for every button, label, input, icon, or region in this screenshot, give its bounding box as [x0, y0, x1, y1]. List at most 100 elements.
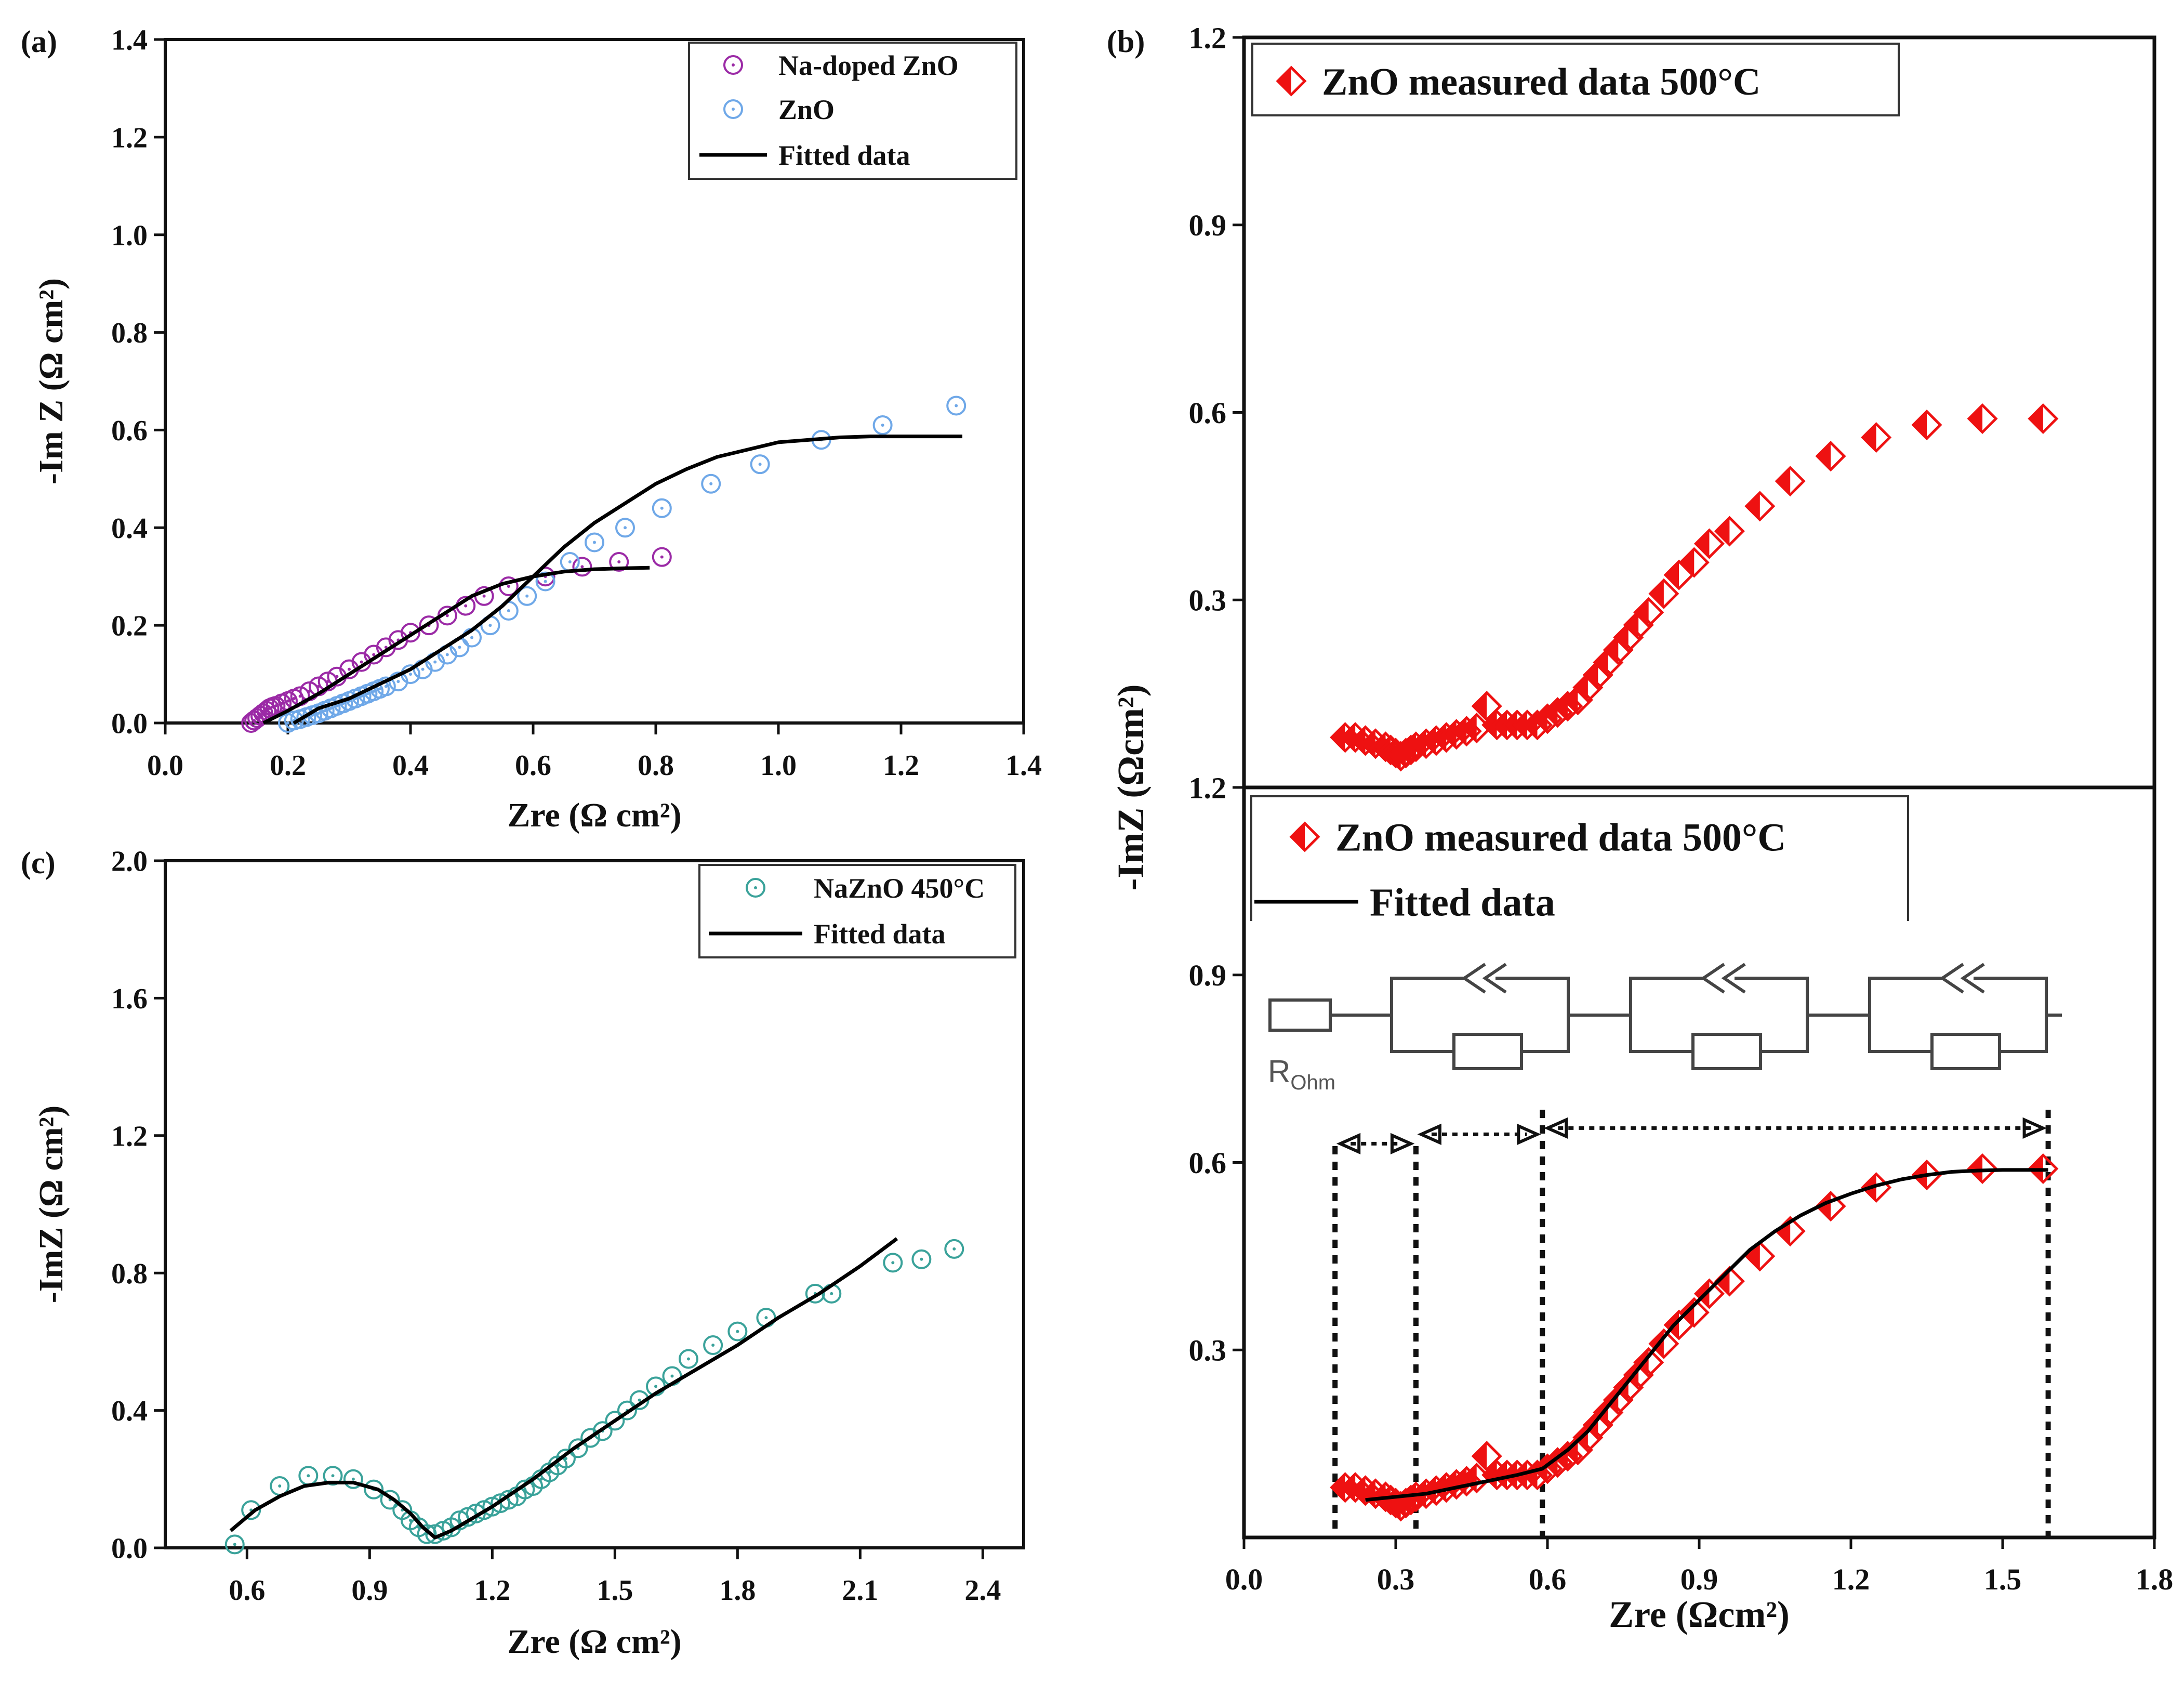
data-point-b_bottom-0-44-outline	[1967, 1153, 1998, 1185]
legend-item-a-2: Fitted data	[699, 140, 910, 171]
data-point-b_bottom-0-44	[1967, 1153, 1998, 1185]
data-point-a-1-26	[517, 586, 537, 606]
legend-box-b-top	[1251, 43, 1900, 116]
data-point-b_top-0-19-fill	[1493, 711, 1507, 739]
data-point-c-0-36-center	[670, 1374, 674, 1378]
data-point-a-0-8-center	[274, 704, 277, 708]
data-point-b_bottom-0-39-fill	[1746, 1242, 1760, 1270]
data-point-b_bottom-0-17-outline	[1471, 1441, 1502, 1472]
data-point-b_bottom-0-43-outline	[1911, 1160, 1942, 1191]
resistor-2	[1930, 1033, 2001, 1070]
cpe-element-2	[1939, 963, 1985, 994]
data-point-a-1-15-center	[378, 687, 381, 691]
data-point-b_top-0-21-fill	[1514, 711, 1528, 739]
data-point-a-1-13-center	[366, 692, 369, 695]
x-tick-label-b_bottom-4: 1.2	[1832, 1562, 1870, 1596]
data-point-c-0-35-center	[654, 1385, 657, 1388]
data-point-b_top-0-0-fill	[1331, 724, 1345, 751]
data-point-b_top-0-42-fill	[1862, 424, 1876, 451]
data-point-b_top-0-15-fill	[1453, 717, 1467, 745]
legend-item-b-top-0-marker	[1276, 65, 1307, 97]
range-arrow-b-1-right-head	[1517, 1123, 1541, 1146]
data-point-a-0-11-center	[292, 697, 296, 701]
x-tick-label-c-0: 0.6	[229, 1574, 265, 1607]
data-point-a-0-22	[401, 623, 420, 643]
data-point-a-1-6-center	[323, 709, 326, 713]
data-point-b_bottom-0-18-fill	[1483, 1461, 1497, 1489]
data-point-c-0-30	[580, 1428, 601, 1448]
data-point-c-0-0-center	[233, 1543, 236, 1546]
data-point-c-0-45-center	[952, 1247, 956, 1251]
x-axis-title-c: Zre (Ω cm²)	[507, 1623, 681, 1661]
legend-item-b-top-0-label: ZnO measured data 500°C	[1322, 61, 1761, 103]
data-point-b_bottom-0-37-outline	[1693, 1278, 1725, 1309]
data-point-a-0-6-center	[268, 706, 271, 710]
data-point-c-0-6	[364, 1479, 384, 1500]
x-axis-title-a: Zre (Ω cm²)	[507, 796, 681, 834]
data-point-a-1-16-center	[384, 685, 388, 688]
data-point-b_top-0-29-fill	[1594, 649, 1608, 676]
data-point-b_top-0-10-fill	[1402, 733, 1416, 760]
data-point-a-1-30-center	[624, 526, 627, 530]
data-point-b_top-0-2-fill	[1352, 727, 1366, 754]
legend-item-b-top-0-marker-fill	[1278, 68, 1291, 95]
data-point-c-0-29	[568, 1438, 588, 1458]
y-tick-label-a-3: 0.6	[111, 415, 148, 447]
legend-item-b-bottom-0-marker	[1289, 821, 1320, 852]
data-point-c-0-40-center	[764, 1316, 768, 1320]
y-tick-label-b_top-0: 0.3	[1189, 584, 1227, 617]
y-tick-label-b_top-1: 0.6	[1189, 396, 1227, 430]
data-point-b_top-0-32-fill	[1625, 611, 1639, 639]
y-tick-label-b_top-3: 1.2	[1189, 21, 1227, 55]
plot-frame-a	[164, 38, 1025, 725]
y-tick-label-b_top-2: 0.9	[1189, 208, 1227, 242]
x-tick-label-c-6: 2.4	[964, 1574, 1001, 1607]
data-point-b_bottom-0-1-fill	[1342, 1474, 1356, 1501]
y-tick-label-a-6: 1.2	[111, 122, 148, 154]
legend-item-a-1-marker-center	[732, 108, 735, 111]
legend-b-top: ZnO measured data 500°C	[1251, 43, 1900, 116]
data-point-c-0-4-center	[331, 1474, 335, 1478]
data-point-a-1-27	[535, 571, 555, 591]
data-point-a-0-17-center	[348, 667, 351, 671]
data-point-b_top-0-41	[1815, 441, 1846, 472]
y-axis-title-c: -ImZ (Ω cm²)	[32, 1106, 70, 1304]
data-point-c-0-7	[380, 1490, 400, 1510]
legend-item-c-0-marker-center	[754, 886, 757, 889]
cpe-element-1	[1700, 963, 1746, 994]
panel-label-a: (a)	[21, 24, 57, 59]
data-point-c-0-42-center	[830, 1292, 833, 1295]
data-point-b_top-0-17	[1471, 691, 1502, 722]
data-point-b_top-0-12-fill	[1422, 727, 1436, 754]
data-point-c-0-3-center	[307, 1474, 310, 1478]
data-point-b_top-0-28-fill	[1584, 661, 1598, 689]
data-point-a-1-29	[585, 532, 604, 553]
data-point-a-0-23	[419, 615, 439, 636]
data-point-a-1-23-center	[470, 636, 473, 639]
data-point-b_bottom-0-41-outline	[1815, 1191, 1846, 1222]
data-point-a-1-30	[615, 518, 635, 538]
data-point-b_bottom-0-19-fill	[1493, 1461, 1507, 1489]
data-point-b_top-0-37-outline	[1693, 528, 1725, 559]
data-point-c-0-28	[555, 1449, 576, 1469]
data-point-a-1-20-center	[433, 660, 437, 664]
x-tick-label-c-3: 1.5	[597, 1574, 633, 1607]
data-point-c-0-37	[678, 1349, 698, 1369]
data-point-b_top-0-27-fill	[1574, 674, 1588, 701]
data-point-a-0-16-center	[335, 675, 339, 678]
data-point-b_top-0-17-fill	[1473, 692, 1487, 720]
data-point-c-0-4	[323, 1466, 343, 1486]
data-point-a-1-33-center	[758, 463, 762, 466]
data-point-b_top-0-45-fill	[2029, 405, 2043, 432]
cpe-element-0	[1461, 963, 1507, 994]
data-point-c-0-41	[805, 1283, 825, 1304]
data-point-b_top-0-40	[1775, 466, 1806, 497]
data-point-b_top-0-14-fill	[1442, 720, 1457, 748]
data-point-c-0-43	[883, 1253, 903, 1273]
data-point-c-0-44	[911, 1249, 932, 1269]
y-tick-label-c-1: 0.4	[111, 1395, 148, 1427]
data-point-c-0-43-center	[891, 1261, 895, 1265]
data-point-c-0-34-center	[638, 1398, 641, 1402]
data-point-a-1-29-center	[593, 541, 596, 544]
data-point-c-0-32	[605, 1411, 625, 1431]
